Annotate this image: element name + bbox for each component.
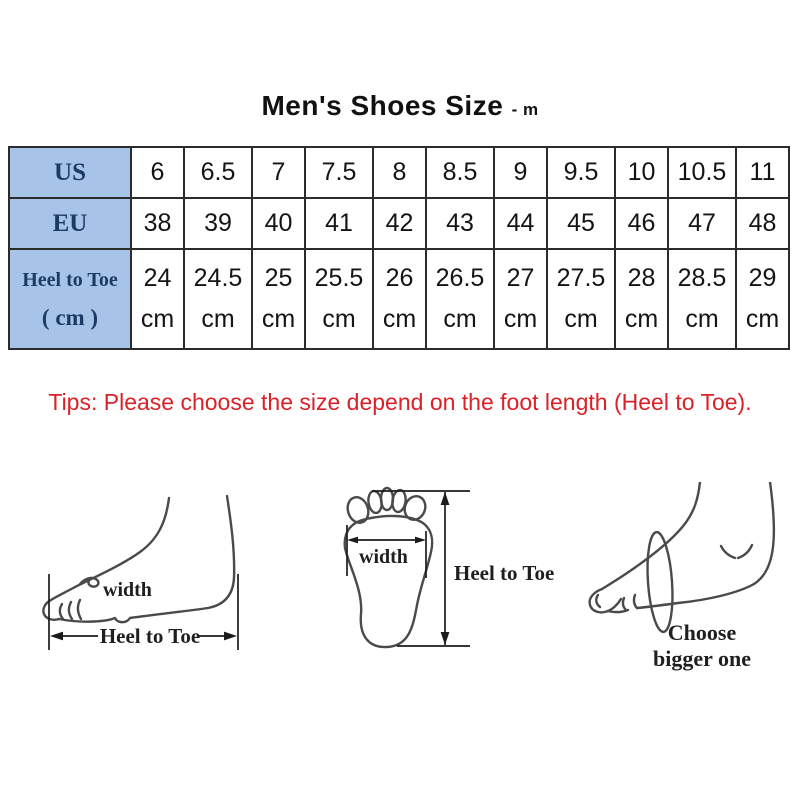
- row-header-heel-to-toe: Heel to Toe ( cm ): [8, 248, 132, 350]
- foot-side-view-diagram: width Heel to Toe: [42, 494, 239, 650]
- length-unit: cm: [624, 305, 659, 333]
- length-cell: 28 cm: [614, 248, 669, 350]
- length-value: 26: [385, 264, 414, 292]
- eu-size-cell: 43: [425, 197, 495, 250]
- us-size-cell: 7.5: [304, 146, 374, 199]
- length-unit: cm: [443, 305, 477, 333]
- footprint-top-view-diagram: width Heel to Toe: [343, 486, 554, 649]
- length-unit: cm: [140, 305, 175, 333]
- us-size-cell: 6.5: [183, 146, 253, 199]
- length-unit: cm: [685, 305, 719, 333]
- wrap-caption-line1: Choose: [668, 620, 737, 645]
- us-size-cell: 10.5: [667, 146, 737, 199]
- top-view-length-label: Heel to Toe: [454, 561, 554, 585]
- width-measure: [346, 525, 427, 578]
- row-header-us: US: [8, 146, 132, 199]
- side-view-width-label: width: [103, 579, 152, 601]
- page-title-main: Men's Shoes Size: [261, 90, 504, 121]
- eu-size-cell: 42: [372, 197, 427, 250]
- length-cell: 25.5 cm: [304, 248, 374, 350]
- page-title-suffix: - m: [511, 100, 539, 119]
- us-size-cell: 9.5: [546, 146, 616, 199]
- eu-size-cell: 38: [130, 197, 185, 250]
- length-value: 26.5: [435, 264, 485, 292]
- page-title: Men's Shoes Size - m: [0, 90, 800, 122]
- us-size-cell: 8.5: [425, 146, 495, 199]
- row-header-heel-to-toe-line2: ( cm ): [41, 304, 99, 330]
- us-size-cell: 6: [130, 146, 185, 199]
- length-value: 25: [264, 264, 293, 292]
- foot-wrap-outline: [588, 482, 775, 614]
- top-view-width-label: width: [359, 546, 408, 568]
- length-cell: 28.5 cm: [667, 248, 737, 350]
- length-cell: 27.5 cm: [546, 248, 616, 350]
- length-unit: cm: [745, 305, 780, 333]
- size-table: US 6 6.5 7 7.5 8 8.5 9 9.5 10 10.5 11 EU…: [8, 146, 790, 350]
- length-unit: cm: [201, 305, 235, 333]
- us-size-cell: 11: [735, 146, 790, 199]
- length-value: 28: [627, 264, 656, 292]
- length-cell: 24.5 cm: [183, 248, 253, 350]
- eu-size-cell: 48: [735, 197, 790, 250]
- length-value: 24: [143, 264, 172, 292]
- eu-size-cell: 45: [546, 197, 616, 250]
- eu-size-cell: 44: [493, 197, 548, 250]
- length-value: 29: [748, 264, 777, 292]
- foot-wrap-view-diagram: Choose bigger one: [588, 482, 775, 671]
- table-row-heel-to-toe: Heel to Toe ( cm ) 24 cm 24.5 cm 25 cm 2…: [8, 248, 790, 350]
- eu-size-cell: 46: [614, 197, 669, 250]
- length-unit: cm: [261, 305, 296, 333]
- length-cell: 26.5 cm: [425, 248, 495, 350]
- side-view-length-label: Heel to Toe: [100, 624, 200, 648]
- length-value: 25.5: [314, 264, 364, 292]
- length-unit: cm: [322, 305, 356, 333]
- table-row-eu: EU 38 39 40 41 42 43 44 45 46 47 48: [8, 197, 790, 250]
- length-value: 24.5: [193, 264, 243, 292]
- foot-side-outline: [42, 494, 236, 624]
- eu-size-cell: 40: [251, 197, 306, 250]
- length-cell: 24 cm: [130, 248, 185, 350]
- eu-size-cell: 39: [183, 197, 253, 250]
- us-size-cell: 8: [372, 146, 427, 199]
- eu-size-cell: 47: [667, 197, 737, 250]
- length-unit: cm: [564, 305, 598, 333]
- length-value: 27.5: [556, 264, 606, 292]
- us-size-cell: 10: [614, 146, 669, 199]
- row-header-eu: EU: [8, 197, 132, 250]
- length-cell: 29 cm: [735, 248, 790, 350]
- measuring-tape-loop: [646, 530, 674, 634]
- us-size-cell: 9: [493, 146, 548, 199]
- footprint-outline: [343, 486, 434, 649]
- length-cell: 27 cm: [493, 248, 548, 350]
- length-value: 27: [506, 264, 535, 292]
- length-unit: cm: [382, 305, 417, 333]
- heel-to-toe-measure: [372, 490, 470, 647]
- us-size-cell: 7: [251, 146, 306, 199]
- eu-size-cell: 41: [304, 197, 374, 250]
- tip-text: Tips: Please choose the size depend on t…: [48, 389, 752, 415]
- row-header-heel-to-toe-line1: Heel to Toe: [22, 268, 118, 291]
- heel-to-toe-measure: [48, 574, 239, 650]
- table-row-us: US 6 6.5 7 7.5 8 8.5 9 9.5 10 10.5 11: [8, 146, 790, 199]
- length-cell: 26 cm: [372, 248, 427, 350]
- length-value: 28.5: [677, 264, 727, 292]
- length-cell: 25 cm: [251, 248, 306, 350]
- wrap-caption-line2: bigger one: [653, 646, 751, 671]
- length-unit: cm: [503, 305, 538, 333]
